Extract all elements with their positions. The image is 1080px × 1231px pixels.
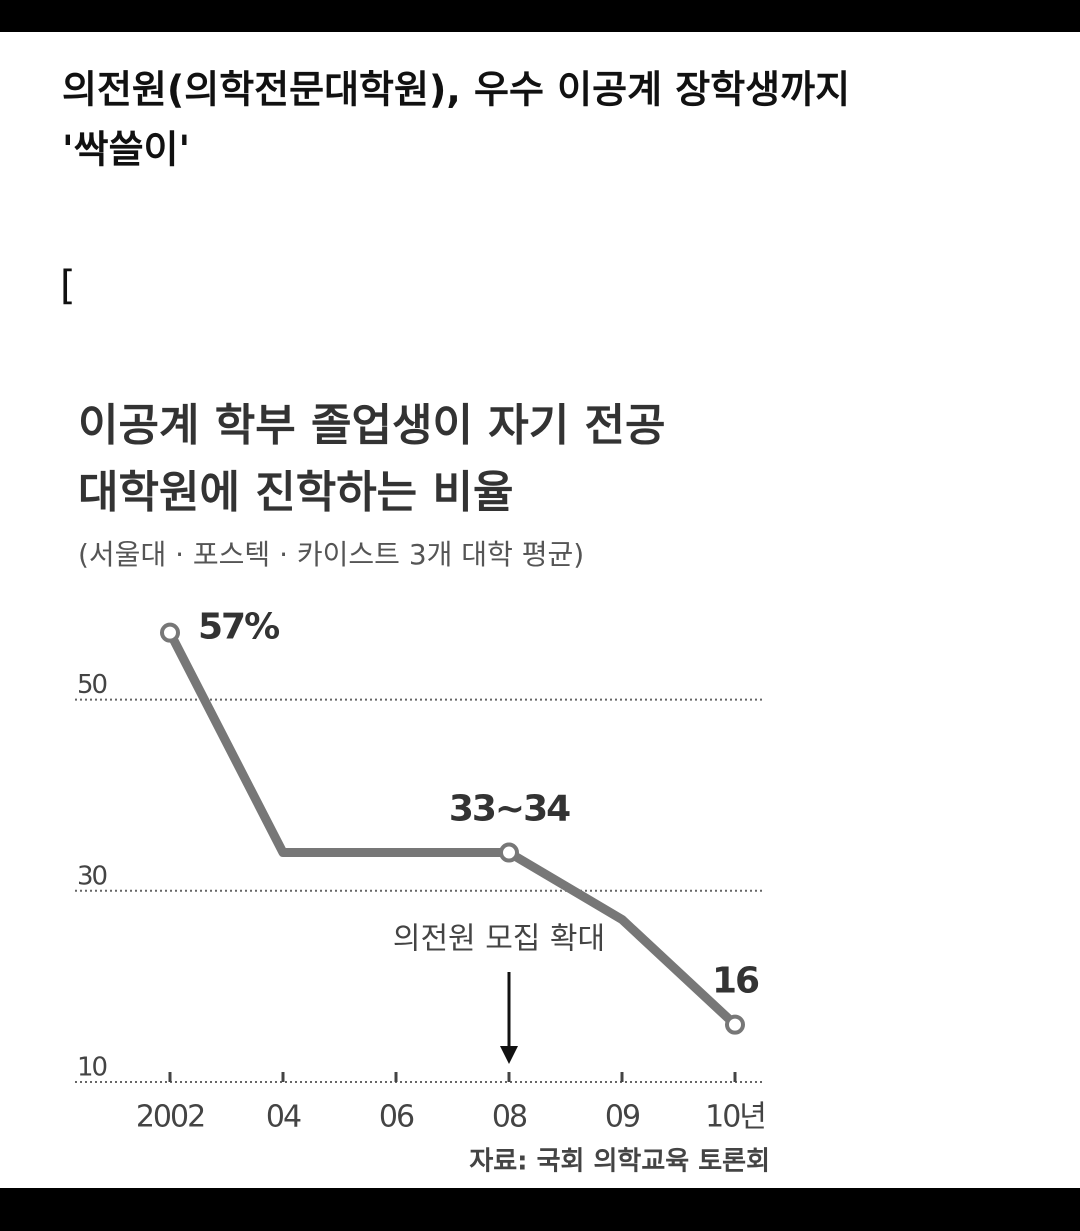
y-tick-label: 50: [77, 670, 107, 700]
top-bar: [0, 0, 1080, 32]
x-tick-label: 2002: [136, 1100, 204, 1135]
annotation: 의전원 모집 확대: [393, 922, 605, 957]
marker: [725, 1014, 745, 1035]
arrow-head: [500, 1046, 518, 1064]
chart-title: 대학원에 진학하는 비율: [78, 467, 513, 518]
x-tick-label: 04: [266, 1100, 301, 1135]
y-tick-label: 10: [77, 1053, 107, 1083]
article-title: 의전원(의학전문대학원), 우수 이공계 장학생까지: [62, 68, 850, 112]
value-label: 16: [712, 961, 759, 1002]
bottom-bar: [0, 1188, 1080, 1231]
chart-subtitle: (서울대 · 포스텍 · 카이스트 3개 대학 평균): [78, 538, 584, 571]
x-tick-label: 10년: [705, 1100, 765, 1135]
chart-title: 이공계 학부 졸업생이 자기 전공: [78, 400, 666, 451]
article-title: '싹쓸이': [62, 128, 190, 172]
x-tick-label: 06: [379, 1100, 414, 1135]
data-line: [165, 630, 739, 1028]
y-tick-label: 30: [77, 861, 107, 891]
bracket: [: [60, 263, 76, 309]
marker: [160, 622, 180, 643]
marker: [499, 842, 519, 863]
x-tick-label: 08: [492, 1100, 527, 1135]
value-label: 33~34: [449, 789, 570, 830]
source: 자료: 국회 의학교육 토론회: [469, 1147, 770, 1177]
value-label: 57%: [198, 607, 279, 648]
x-tick-label: 09: [605, 1100, 639, 1135]
